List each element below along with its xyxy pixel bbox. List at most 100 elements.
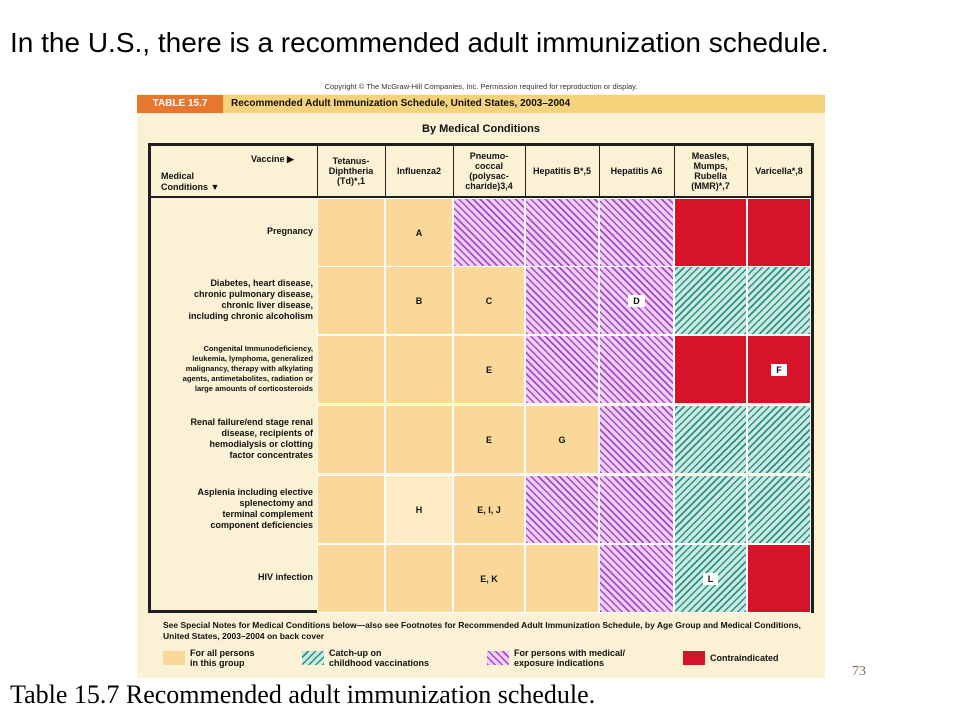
- row-label: HIV infection: [257, 572, 313, 582]
- copyright-notice: Copyright © The McGraw-Hill Companies, I…: [137, 80, 825, 94]
- schedule-cell: [599, 198, 674, 267]
- schedule-grid: Vaccine ▶ Medical Conditions ▼ Tetanus- Di…: [148, 143, 814, 613]
- immunization-table-figure: Copyright © The McGraw-Hill Companies, I…: [137, 80, 825, 678]
- cell-footnote-letter: E, I, J: [477, 504, 501, 515]
- table-title-bar: TABLE 15.7 Recommended Adult Immunizatio…: [137, 95, 825, 113]
- header-divider: [151, 196, 811, 198]
- legend-swatch: [487, 651, 509, 665]
- schedule-cell: F: [747, 335, 811, 404]
- schedule-cell: [674, 405, 747, 474]
- schedule-cell: E: [453, 405, 525, 474]
- vaccine-axis-label: Vaccine ▶: [251, 154, 294, 164]
- schedule-cell: [453, 198, 525, 267]
- column-header: Hepatitis A6: [610, 166, 663, 176]
- column-header: Tetanus- Diphtheria (Td)*,1: [328, 156, 374, 186]
- schedule-cell: [525, 198, 599, 267]
- header-column-divider: [747, 146, 748, 196]
- table-number: TABLE 15.7: [137, 95, 223, 113]
- schedule-cell: L: [674, 544, 747, 613]
- conditions-axis-label: Medical Conditions ▼: [161, 171, 220, 192]
- legend-label: For all persons in this group: [190, 648, 255, 668]
- header-column-divider: [453, 146, 454, 196]
- column-header: Influenza2: [396, 166, 441, 176]
- table-subtitle: By Medical Conditions: [422, 123, 540, 135]
- legend-item: Catch-up on childhood vaccinations: [302, 644, 429, 672]
- schedule-cell: G: [525, 405, 599, 474]
- schedule-cell: E: [453, 335, 525, 404]
- schedule-cell: [747, 475, 811, 544]
- schedule-cell: [317, 266, 385, 335]
- header-column-divider: [385, 146, 386, 196]
- header-column-divider: [599, 146, 600, 196]
- schedule-cell: [317, 198, 385, 267]
- schedule-cell: [385, 335, 453, 404]
- schedule-cell: B: [385, 266, 453, 335]
- column-header: Measles, Mumps, Rubella (MMR)*,7: [691, 151, 730, 191]
- cell-footnote-letter: B: [415, 295, 423, 306]
- cell-footnote-letter: F: [771, 363, 787, 376]
- schedule-cell: [747, 405, 811, 474]
- schedule-cell: [674, 266, 747, 335]
- schedule-cell: [317, 335, 385, 404]
- schedule-cell: [599, 335, 674, 404]
- schedule-cell: [317, 544, 385, 613]
- schedule-cell: [385, 544, 453, 613]
- cell-footnote-letter: E: [485, 364, 492, 375]
- legend-label: Contraindicated: [710, 653, 779, 663]
- legend-label: Catch-up on childhood vaccinations: [329, 648, 430, 668]
- schedule-cell: [674, 198, 747, 267]
- schedule-cell: [317, 475, 385, 544]
- schedule-cell: [674, 335, 747, 404]
- slide-heading: In the U.S., there is a recommended adul…: [10, 27, 829, 58]
- schedule-cell: E, I, J: [453, 475, 525, 544]
- legend-swatch: [683, 651, 705, 665]
- column-header: Pneumo-coccal (polysac-charide)3,4: [465, 151, 513, 191]
- header-column-divider: [525, 146, 526, 196]
- row-label: Congenital Immunodeficiency, leukemia, ly…: [182, 343, 313, 393]
- legend-swatch: [163, 651, 185, 665]
- schedule-cell: E, K: [453, 544, 525, 613]
- cell-footnote-letter: A: [415, 227, 423, 238]
- cell-footnote-letter: H: [415, 504, 423, 515]
- table-caption: Table 15.7 Recommended adult immunizatio…: [10, 680, 596, 709]
- schedule-cell: [674, 475, 747, 544]
- legend-swatch: [302, 651, 324, 665]
- cell-footnote-letter: D: [628, 294, 645, 307]
- legend-item: Contraindicated: [683, 644, 779, 672]
- schedule-cell: [385, 405, 453, 474]
- cell-footnote-letter: L: [702, 572, 719, 585]
- schedule-cell: [599, 475, 674, 544]
- schedule-cell: C: [453, 266, 525, 335]
- row-label: Pregnancy: [266, 226, 313, 236]
- schedule-cell: [525, 475, 599, 544]
- schedule-cell: [599, 544, 674, 613]
- column-header: Hepatitis B*,5: [532, 166, 592, 176]
- table-title: Recommended Adult Immunization Schedule,…: [231, 98, 571, 109]
- schedule-cell: [525, 335, 599, 404]
- legend-label: For persons with medical/exposure indica…: [514, 648, 626, 668]
- schedule-cell: [747, 266, 811, 335]
- schedule-cell: A: [385, 198, 453, 267]
- legend-item: For persons with medical/exposure indica…: [487, 644, 625, 672]
- slide-number: 73: [852, 664, 866, 679]
- cell-footnote-letter: G: [558, 434, 566, 445]
- column-header: Varicella*,8: [755, 166, 803, 176]
- schedule-cell: H: [385, 475, 453, 544]
- legend-item: For all persons in this group: [163, 644, 255, 672]
- row-label: Diabetes, heart disease, chronic pulmonar…: [188, 277, 313, 321]
- cell-footnote-letter: E, K: [480, 573, 498, 584]
- row-label: Renal failure/end stage renal disease, re…: [190, 416, 313, 460]
- header-column-divider: [674, 146, 675, 196]
- schedule-cell: [525, 544, 599, 613]
- schedule-cell: [317, 405, 385, 474]
- schedule-cell: D: [599, 266, 674, 335]
- header-column-divider: [317, 146, 318, 196]
- schedule-cell: [747, 198, 811, 267]
- row-label: Asplenia including elective splenectomy a…: [197, 486, 313, 530]
- special-notes: See Special Notes for Medical Conditions…: [163, 620, 801, 641]
- cell-footnote-letter: E: [485, 434, 492, 445]
- schedule-cell: [525, 266, 599, 335]
- schedule-cell: [747, 544, 811, 613]
- schedule-cell: [599, 405, 674, 474]
- cell-footnote-letter: C: [485, 295, 493, 306]
